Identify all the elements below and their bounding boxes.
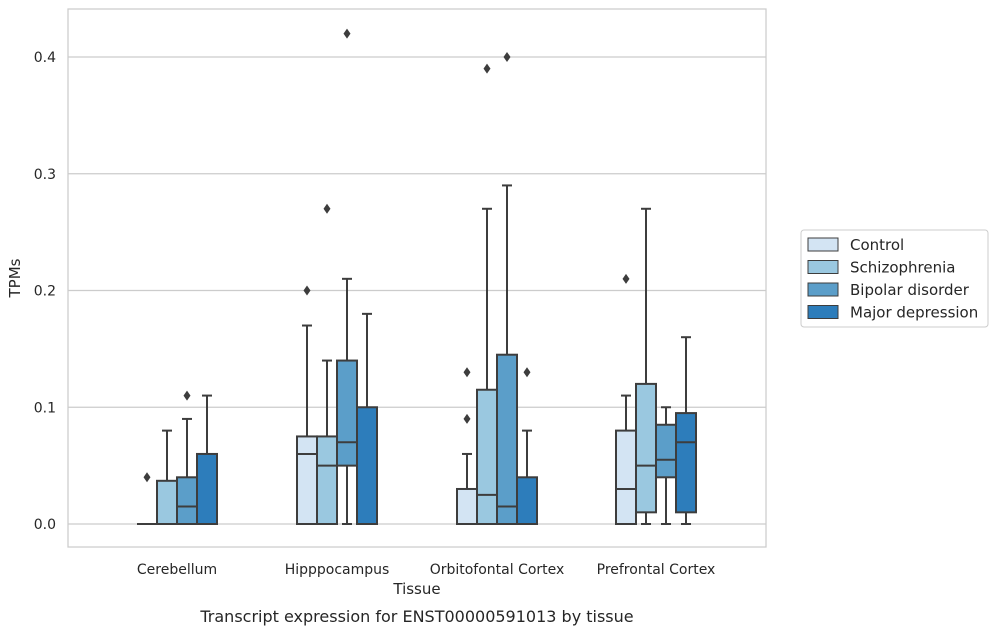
x-tick-label: Hipppocampus — [285, 562, 390, 578]
outlier-point — [622, 273, 630, 284]
box-body — [196, 452, 218, 526]
x-tick-label: Prefrontal Cortex — [597, 562, 716, 578]
box-body — [356, 406, 378, 525]
box-body — [176, 476, 198, 525]
box-major-depression — [196, 394, 218, 526]
y-tick-label: 0.0 — [34, 517, 56, 533]
box-groups — [137, 28, 697, 526]
box-control — [615, 273, 637, 526]
outlier-point — [523, 367, 531, 378]
y-tick-label: 0.1 — [34, 400, 56, 416]
box-bipolar-disorder — [496, 52, 518, 525]
outlier-point — [463, 413, 471, 424]
legend-swatch — [807, 237, 839, 252]
y-axis-title: TPMs — [6, 258, 24, 298]
legend-swatch — [807, 260, 839, 274]
box-body — [456, 487, 478, 526]
outlier-point — [303, 285, 311, 296]
legend-frame — [800, 229, 989, 328]
outlier-point — [323, 203, 331, 214]
y-tick-label: 0.2 — [34, 284, 56, 300]
box-body — [336, 359, 358, 467]
outlier-point — [483, 63, 491, 74]
box-control — [296, 285, 318, 525]
x-tick-label: Orbitofontal Cortex — [430, 562, 565, 578]
box-schizophrenia — [316, 203, 338, 525]
box-major-depression — [516, 367, 538, 525]
outlier-point — [343, 28, 351, 39]
box-schizophrenia — [635, 207, 657, 525]
x-tick-labels: Cerebellum Hipppocampus Orbitofontal Corte… — [137, 562, 715, 578]
box-bipolar-disorder — [336, 28, 358, 525]
legend-swatch — [807, 282, 839, 297]
box-body — [516, 476, 538, 525]
y-tick-label: 0.3 — [34, 167, 56, 183]
chart-caption: Transcript expression for ENST0000059101… — [199, 607, 633, 626]
y-tick-labels: 0.0 0.1 0.2 0.3 0.4 — [34, 50, 56, 533]
box-control — [137, 472, 157, 525]
legend-label: Bipolar disorder — [850, 281, 970, 299]
outlier-point — [143, 472, 151, 483]
box-control — [456, 367, 478, 526]
box-body — [635, 382, 657, 514]
x-tick-label: Cerebellum — [137, 562, 217, 578]
legend-swatch — [807, 305, 839, 319]
x-axis-title: Tissue — [392, 580, 440, 598]
box-body — [496, 353, 518, 525]
box-body — [615, 429, 637, 526]
box-body — [156, 479, 178, 525]
legend-label: Control — [850, 236, 904, 254]
box-body — [675, 412, 697, 514]
box-body — [476, 388, 498, 525]
outlier-point — [183, 390, 191, 401]
box-major-depression — [675, 336, 697, 525]
plot-frame — [67, 8, 767, 548]
legend: Control Schizophrenia Bipolar disorder Majo… — [800, 229, 989, 328]
outlier-point — [503, 52, 511, 62]
box-body — [316, 435, 338, 525]
box-body — [655, 423, 677, 479]
box-major-depression — [356, 312, 378, 525]
outlier-point — [463, 367, 471, 378]
legend-label: Schizophrenia — [850, 259, 955, 277]
legend-label: Major depression — [850, 304, 978, 322]
y-tick-label: 0.4 — [34, 50, 56, 66]
box-body — [296, 435, 318, 525]
